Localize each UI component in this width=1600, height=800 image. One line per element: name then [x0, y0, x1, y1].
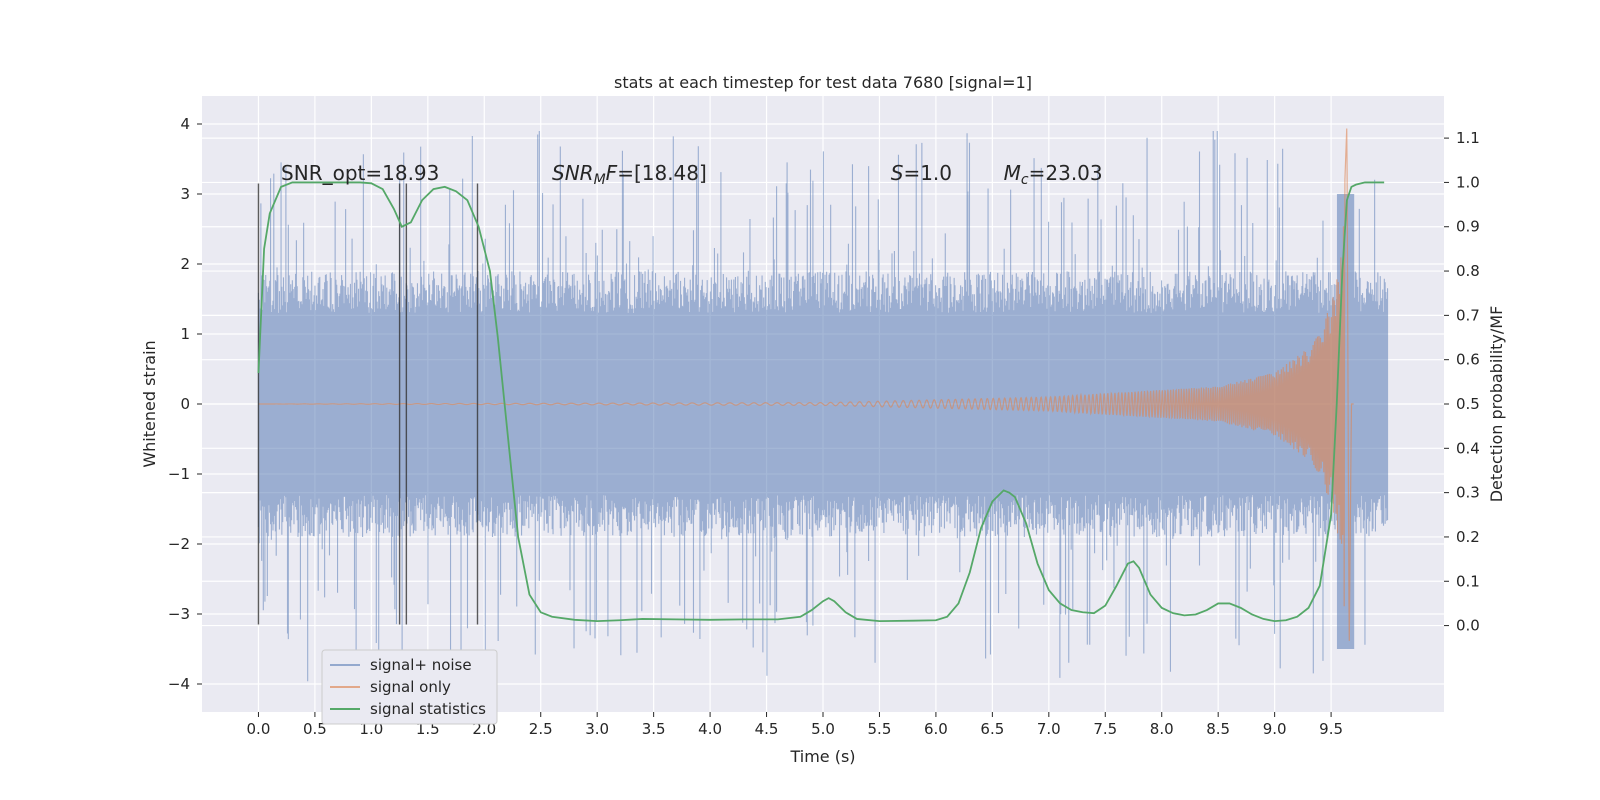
y-left-tick-labels: −4 −3 −2 −1 0 1 2 3 4 — [168, 115, 202, 693]
y-right-tick-label: 0.9 — [1456, 218, 1480, 236]
y-left-tick-label: 2 — [180, 255, 190, 273]
signal-only-line — [258, 128, 1354, 641]
x-tick-label: 2.5 — [529, 720, 553, 738]
annotation-text: S=1.0 — [891, 161, 952, 185]
y-left-tick-label: 4 — [180, 115, 190, 133]
y-right-tick-label: 0.5 — [1456, 395, 1480, 413]
annotation-text: SNRMF=[18.48] — [552, 161, 707, 188]
x-tick-label: 6.0 — [924, 720, 948, 738]
x-tick-label: 7.5 — [1093, 720, 1117, 738]
y-right-tick-label: 0.6 — [1456, 351, 1480, 369]
x-tick-label: 5.0 — [811, 720, 835, 738]
signal-only-series — [258, 128, 1354, 641]
annotation-text: SNR_opt=18.93 — [281, 161, 439, 185]
x-tick-label: 4.0 — [698, 720, 722, 738]
x-tick-label: 7.0 — [1037, 720, 1061, 738]
y-right-tick-label: 0.7 — [1456, 306, 1480, 324]
legend-label-signal-statistics: signal statistics — [370, 700, 486, 718]
legend-box — [321, 649, 498, 725]
signal-statistics-line — [257, 181, 1385, 623]
legend-label-signal-only: signal only — [370, 678, 451, 696]
signal-statistics-series — [257, 181, 1385, 623]
vertical-markers — [257, 183, 479, 625]
x-tick-label: 3.5 — [642, 720, 666, 738]
y-right-tick-label: 0.0 — [1456, 617, 1480, 635]
y-right-tick-label: 1.1 — [1456, 129, 1480, 147]
y-right-tick-labels: 0.0 0.1 0.2 0.3 0.4 0.5 0.6 0.7 0.8 0.9 1.0 1.1 — [1444, 129, 1480, 635]
x-tick-label: 9.5 — [1319, 720, 1343, 738]
y-left-tick-label: −2 — [168, 535, 190, 553]
y-left-axis-label: Whitened strain — [140, 340, 159, 467]
y-right-tick-label: 0.4 — [1456, 439, 1480, 457]
y-right-tick-label: 0.8 — [1456, 262, 1480, 280]
y-right-tick-label: 1.0 — [1456, 173, 1480, 191]
x-tick-label: 9.0 — [1263, 720, 1287, 738]
y-left-tick-label: −1 — [168, 465, 190, 483]
legend: signal+ noise signal only signal statist… — [321, 649, 498, 725]
y-right-axis-label: Detection probability/MF — [1487, 306, 1506, 503]
annotations: SNR_opt=18.93 SNRMF=[18.48] S=1.0 Mc=23.03 — [281, 161, 1103, 188]
x-tick-label: 8.0 — [1150, 720, 1174, 738]
x-tick-label: 8.5 — [1206, 720, 1230, 738]
annotation-text: Mc=23.03 — [1004, 161, 1103, 188]
x-tick-label: 0.0 — [247, 720, 271, 738]
y-right-tick-label: 0.1 — [1456, 572, 1480, 590]
x-tick-label: 4.5 — [755, 720, 779, 738]
x-tick-label: 6.5 — [980, 720, 1004, 738]
x-tick-label: 0.5 — [303, 720, 327, 738]
x-axis-label: Time (s) — [789, 747, 855, 766]
y-right-tick-label: 0.3 — [1456, 484, 1480, 502]
x-tick-label: 5.5 — [868, 720, 892, 738]
y-left-tick-label: −4 — [168, 675, 190, 693]
legend-label-signal-noise: signal+ noise — [370, 656, 472, 674]
y-left-tick-label: 0 — [180, 395, 190, 413]
x-tick-label: 3.0 — [585, 720, 609, 738]
y-left-tick-label: 3 — [180, 185, 190, 203]
chart-title: stats at each timestep for test data 768… — [614, 73, 1032, 92]
y-left-tick-label: −3 — [168, 605, 190, 623]
y-right-tick-label: 0.2 — [1456, 528, 1480, 546]
y-left-tick-label: 1 — [180, 325, 190, 343]
